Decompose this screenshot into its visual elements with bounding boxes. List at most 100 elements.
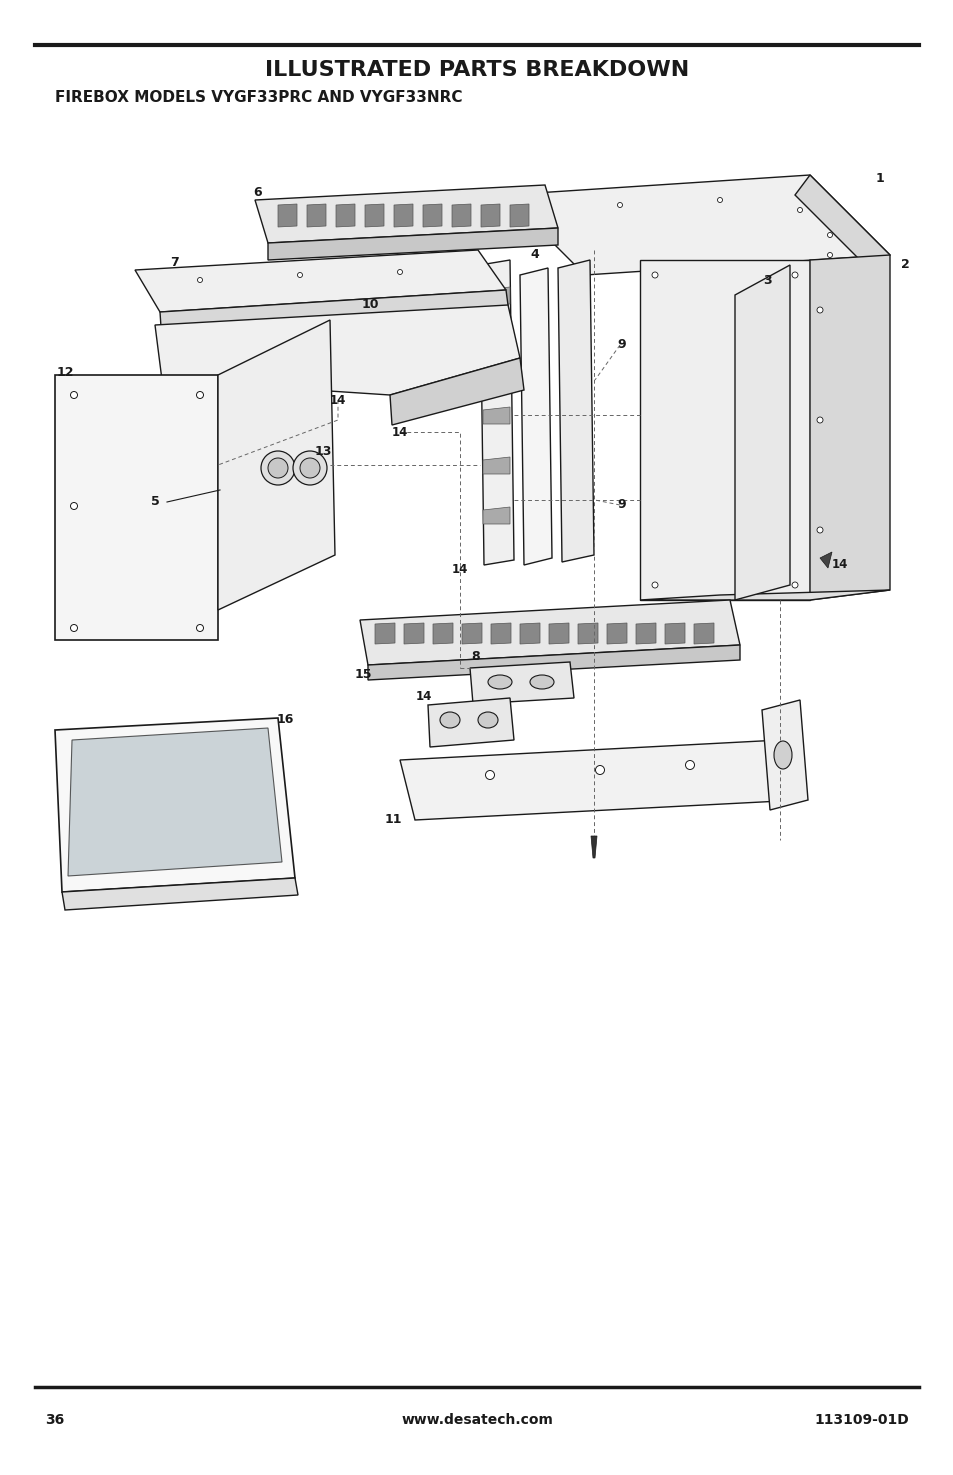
Circle shape: [196, 624, 203, 631]
Circle shape: [397, 270, 402, 274]
Circle shape: [791, 271, 797, 277]
Polygon shape: [606, 622, 626, 645]
Polygon shape: [375, 622, 395, 645]
Text: 13: 13: [314, 445, 332, 459]
Polygon shape: [55, 375, 218, 640]
Text: ILLUSTRATED PARTS BREAKDOWN: ILLUSTRATED PARTS BREAKDOWN: [265, 60, 688, 80]
Polygon shape: [359, 600, 740, 665]
Text: 1: 1: [875, 171, 883, 184]
Circle shape: [595, 766, 604, 774]
Text: 3: 3: [763, 273, 772, 286]
Polygon shape: [820, 552, 831, 568]
Polygon shape: [452, 204, 471, 227]
Polygon shape: [254, 184, 558, 243]
Polygon shape: [482, 507, 510, 524]
Polygon shape: [428, 698, 514, 746]
Polygon shape: [510, 204, 529, 227]
Circle shape: [617, 202, 622, 208]
Circle shape: [826, 233, 832, 237]
Circle shape: [297, 273, 302, 277]
Polygon shape: [433, 622, 453, 645]
Polygon shape: [390, 358, 523, 425]
Polygon shape: [422, 204, 441, 227]
Polygon shape: [519, 268, 552, 565]
Polygon shape: [809, 255, 889, 600]
Circle shape: [816, 527, 822, 532]
Text: 15: 15: [354, 668, 372, 681]
Text: 14: 14: [452, 563, 468, 577]
Circle shape: [261, 451, 294, 485]
Polygon shape: [548, 622, 568, 645]
Polygon shape: [135, 249, 505, 313]
Polygon shape: [636, 622, 656, 645]
Text: 5: 5: [151, 496, 159, 509]
Polygon shape: [519, 622, 539, 645]
Polygon shape: [335, 204, 355, 227]
Text: 7: 7: [171, 255, 179, 268]
Polygon shape: [461, 622, 481, 645]
Polygon shape: [794, 176, 889, 274]
Polygon shape: [482, 367, 510, 384]
Polygon shape: [68, 729, 282, 876]
Polygon shape: [504, 176, 889, 274]
Polygon shape: [470, 662, 574, 704]
Text: 9: 9: [617, 338, 626, 351]
Text: 14: 14: [330, 394, 346, 407]
Text: www.desatech.com: www.desatech.com: [400, 1413, 553, 1426]
Polygon shape: [780, 740, 800, 799]
Ellipse shape: [439, 712, 459, 729]
Polygon shape: [491, 622, 511, 645]
Text: 36: 36: [45, 1413, 64, 1426]
Text: 9: 9: [617, 499, 626, 512]
Circle shape: [71, 624, 77, 631]
Polygon shape: [268, 229, 558, 260]
Circle shape: [816, 417, 822, 423]
Text: 14: 14: [392, 425, 408, 438]
Circle shape: [293, 451, 327, 485]
Circle shape: [485, 770, 494, 779]
Circle shape: [299, 459, 319, 478]
Polygon shape: [403, 622, 423, 645]
Ellipse shape: [477, 712, 497, 729]
Polygon shape: [482, 407, 510, 423]
Polygon shape: [480, 204, 499, 227]
Polygon shape: [639, 260, 809, 600]
Circle shape: [717, 198, 721, 202]
Circle shape: [685, 761, 694, 770]
Text: 113109-01D: 113109-01D: [814, 1413, 908, 1426]
Circle shape: [196, 391, 203, 398]
Text: 11: 11: [384, 814, 401, 826]
Circle shape: [816, 307, 822, 313]
Circle shape: [71, 503, 77, 509]
Polygon shape: [734, 266, 789, 600]
Polygon shape: [394, 204, 413, 227]
Ellipse shape: [773, 740, 791, 768]
Text: 6: 6: [253, 186, 262, 199]
Polygon shape: [277, 204, 296, 227]
Polygon shape: [639, 590, 889, 600]
Text: 14: 14: [831, 559, 847, 571]
Polygon shape: [578, 622, 598, 645]
Circle shape: [651, 271, 658, 277]
Polygon shape: [399, 740, 800, 820]
Polygon shape: [160, 291, 510, 342]
Circle shape: [791, 583, 797, 589]
Polygon shape: [482, 288, 510, 304]
Text: 12: 12: [56, 366, 73, 379]
Polygon shape: [479, 260, 514, 565]
Polygon shape: [482, 457, 510, 473]
Polygon shape: [664, 622, 684, 645]
Text: 2: 2: [900, 258, 908, 271]
Polygon shape: [558, 260, 594, 562]
Text: 10: 10: [361, 298, 378, 311]
Text: 14: 14: [416, 690, 432, 704]
Polygon shape: [307, 204, 326, 227]
Text: FIREBOX MODELS VYGF33PRC AND VYGF33NRC: FIREBOX MODELS VYGF33PRC AND VYGF33NRC: [55, 90, 462, 105]
Circle shape: [268, 459, 288, 478]
Polygon shape: [693, 622, 713, 645]
Polygon shape: [368, 645, 740, 680]
Ellipse shape: [530, 676, 554, 689]
Polygon shape: [761, 701, 807, 810]
Circle shape: [797, 208, 801, 212]
Polygon shape: [590, 836, 597, 858]
